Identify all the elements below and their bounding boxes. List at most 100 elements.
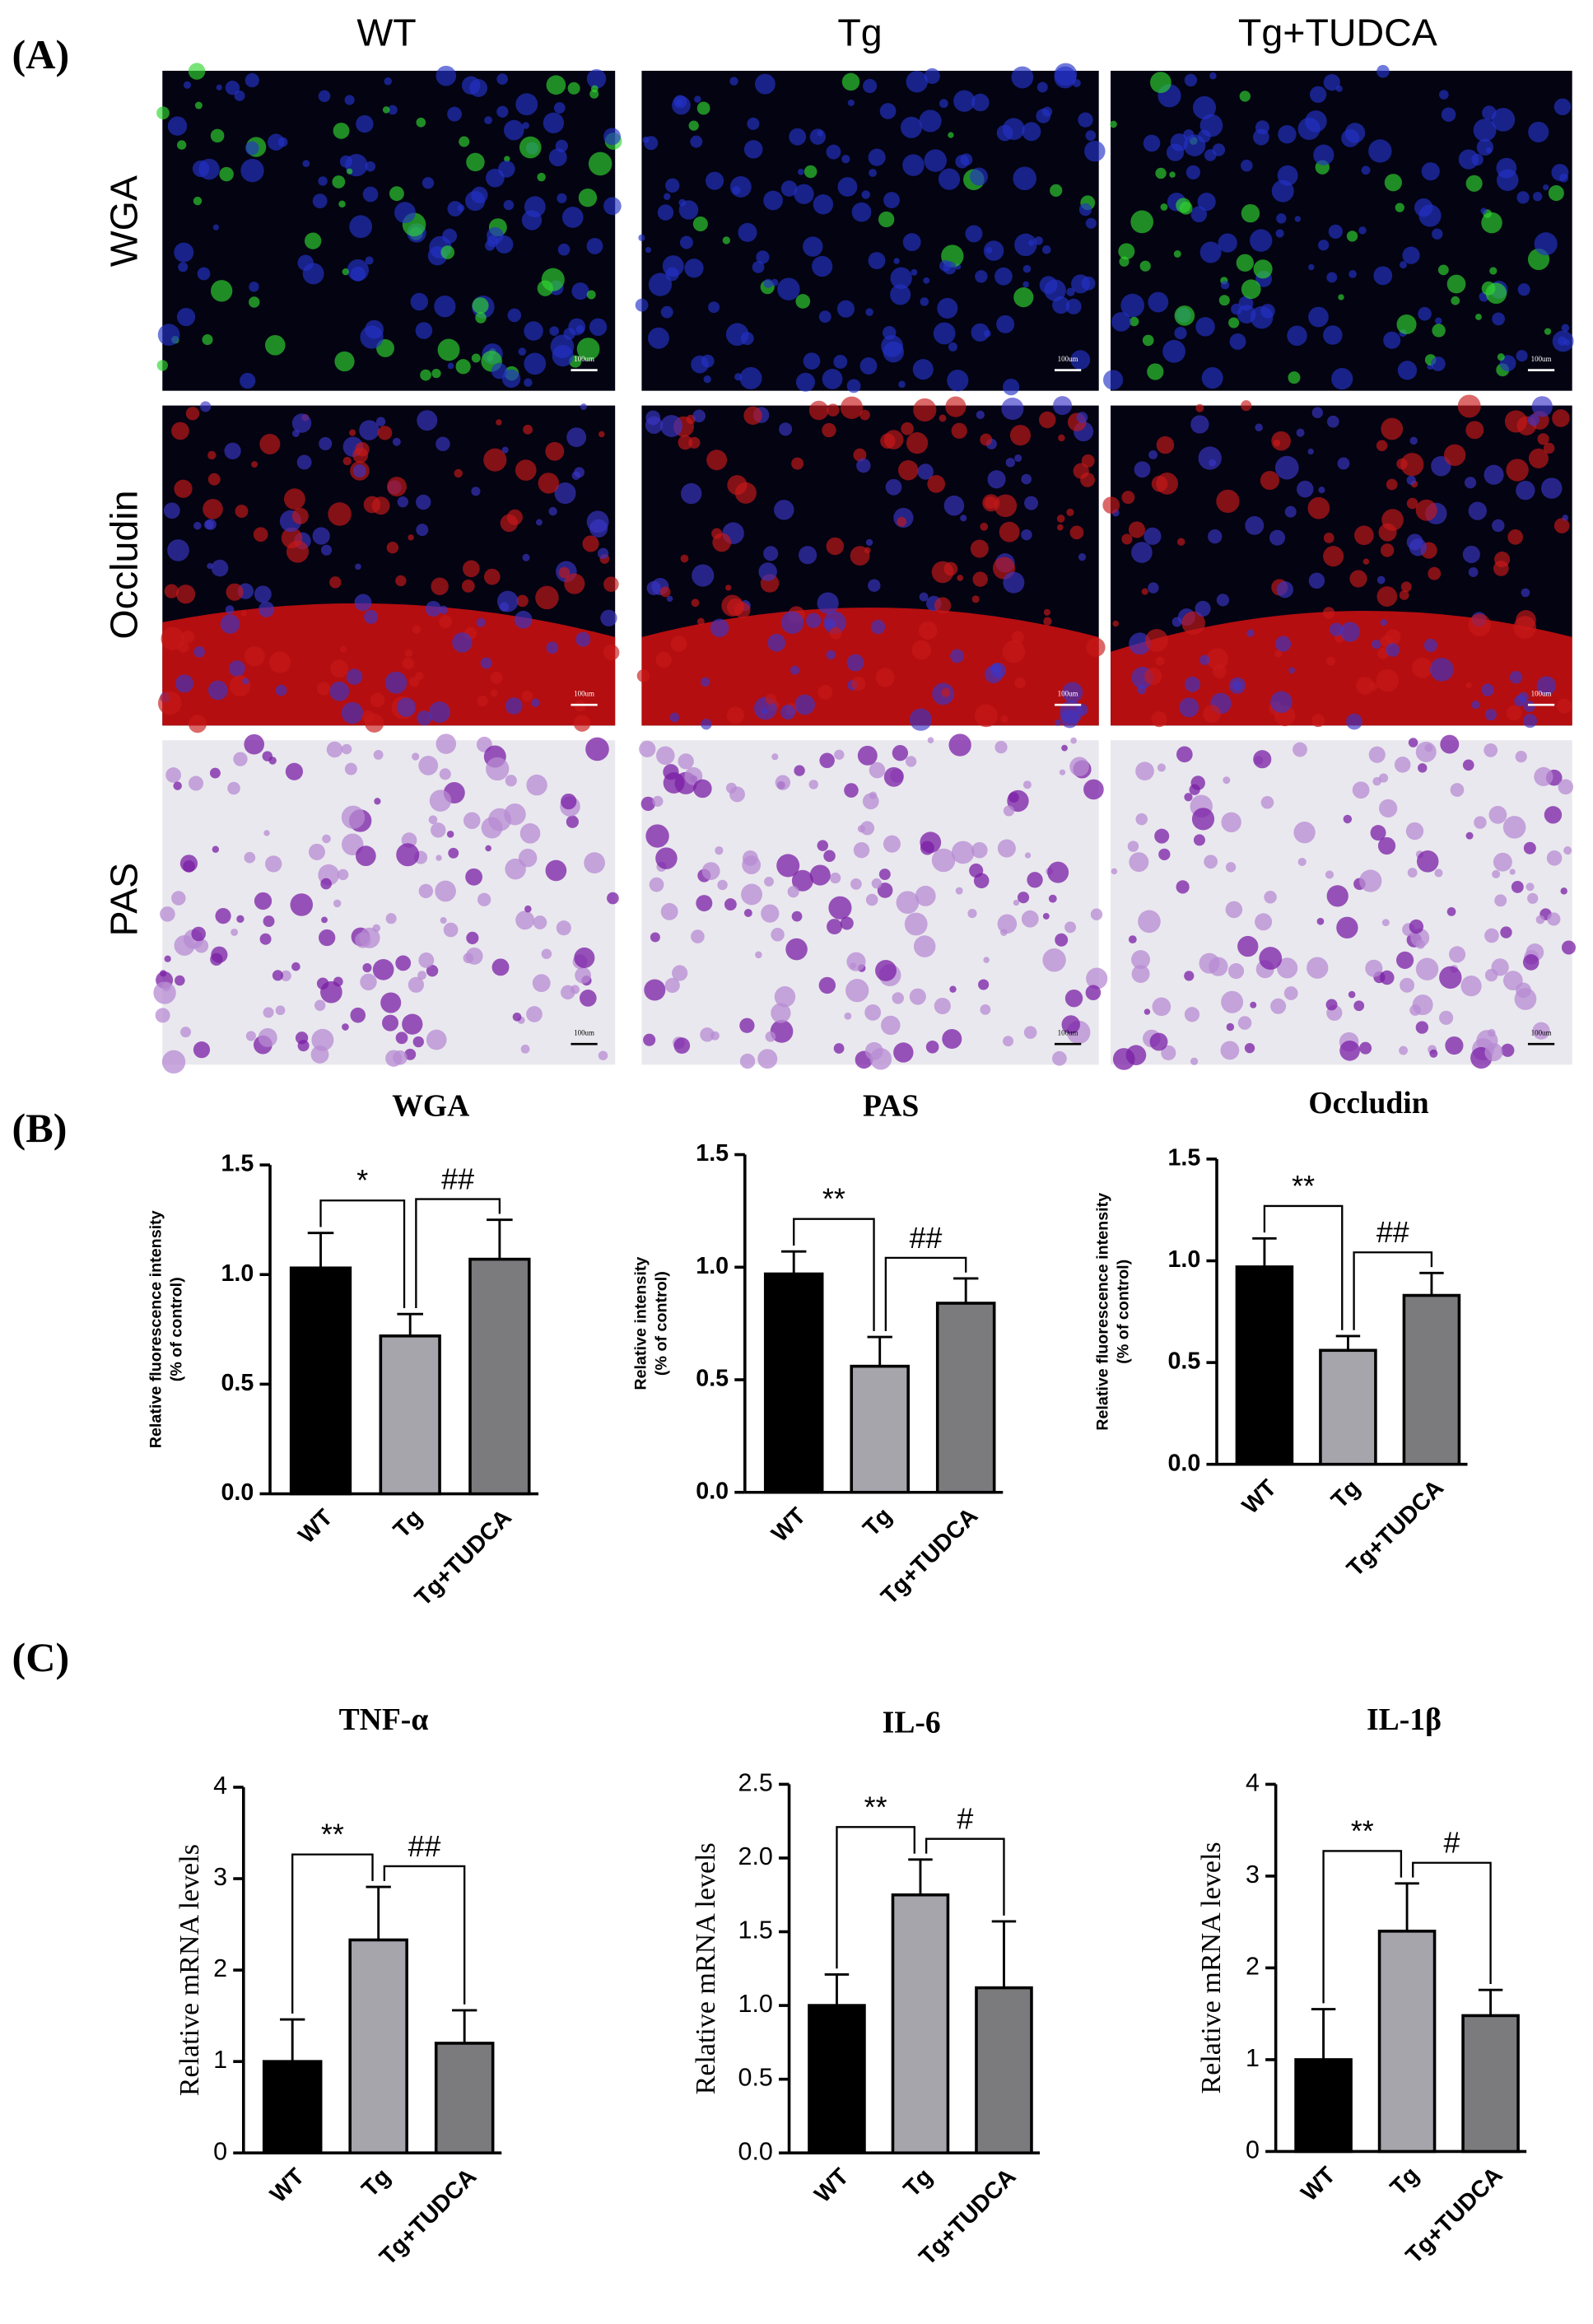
- tissue-texture: [678, 753, 694, 770]
- y-axis-label: (% of control): [167, 1277, 185, 1381]
- tissue-texture: [1276, 213, 1287, 224]
- significance-bracket: [415, 1198, 501, 1308]
- tissue-texture: [1203, 705, 1221, 723]
- tissue-texture: [1185, 165, 1201, 180]
- tissue-texture: [1297, 857, 1307, 867]
- tissue-texture: [249, 296, 260, 308]
- tissue-texture: [673, 95, 687, 109]
- tissue-texture: [645, 824, 669, 848]
- tissue-texture: [1485, 147, 1493, 154]
- tissue-texture: [275, 684, 287, 696]
- tissue-texture: [1260, 470, 1280, 491]
- tissue-texture: [1014, 233, 1037, 257]
- tissue-texture: [338, 200, 346, 208]
- tissue-texture: [1376, 575, 1386, 584]
- tissue-texture: [291, 413, 312, 433]
- tissue-texture: [761, 904, 780, 923]
- tissue-texture: [869, 169, 877, 177]
- tissue-texture: [524, 321, 543, 341]
- tissue-texture: [785, 938, 808, 961]
- tissue-texture: [1558, 779, 1574, 795]
- tissue-texture: [194, 101, 203, 109]
- tissue-texture: [1465, 421, 1484, 440]
- tissue-texture: [978, 979, 990, 990]
- tissue-texture: [1405, 822, 1424, 841]
- tissue-texture: [640, 796, 655, 812]
- tissue-texture: [1432, 324, 1446, 338]
- tissue-texture: [1198, 446, 1222, 470]
- tissue-texture: [911, 268, 918, 276]
- tissue-texture: [447, 201, 463, 217]
- tissue-texture: [1543, 184, 1549, 191]
- tissue-texture: [1488, 805, 1507, 824]
- y-tick-label: 0.5: [1167, 1348, 1200, 1375]
- tissue-texture: [897, 516, 907, 527]
- tissue-texture: [1365, 959, 1383, 977]
- micrograph: 100um: [157, 401, 620, 734]
- tissue-texture: [355, 442, 370, 457]
- scale-bar-label: 100um: [1058, 1029, 1078, 1037]
- tissue-texture: [319, 436, 333, 450]
- tissue-texture: [1414, 198, 1433, 217]
- tissue-texture: [1492, 519, 1505, 533]
- tissue-texture: [701, 862, 720, 880]
- tissue-texture: [344, 95, 355, 105]
- tissue-texture: [909, 988, 926, 1005]
- tissue-texture: [431, 822, 446, 838]
- tissue-texture: [1155, 656, 1165, 666]
- bar: [975, 1986, 1033, 2155]
- tissue-texture: [1359, 869, 1382, 892]
- tissue-texture: [1135, 813, 1148, 826]
- tissue-texture: [765, 1031, 776, 1042]
- tissue-texture: [857, 745, 878, 766]
- tissue-texture: [240, 158, 264, 183]
- tissue-texture: [1430, 657, 1454, 682]
- tissue-texture: [1356, 677, 1374, 695]
- tissue-texture: [688, 120, 699, 131]
- tissue-texture: [426, 964, 439, 977]
- tissue-texture: [757, 1049, 778, 1069]
- tissue-texture: [1326, 885, 1348, 907]
- tissue-texture: [418, 883, 434, 899]
- tissue-texture: [1148, 582, 1159, 594]
- scale-bar-label: 100um: [574, 355, 594, 363]
- tissue-texture: [360, 325, 384, 349]
- tissue-texture: [1523, 841, 1536, 855]
- tissue-texture: [856, 458, 871, 473]
- tissue-texture: [1218, 233, 1237, 253]
- tissue-texture: [1003, 805, 1015, 817]
- tissue-texture: [791, 911, 803, 922]
- y-tick-label: 1.0: [1167, 1246, 1200, 1273]
- tissue-texture: [933, 322, 956, 345]
- tissue-texture: [322, 834, 331, 844]
- tissue-texture: [681, 482, 702, 505]
- tissue-texture: [342, 1023, 349, 1031]
- tissue-texture: [1128, 521, 1145, 538]
- tissue-texture: [726, 706, 745, 724]
- tissue-texture: [833, 355, 848, 369]
- tissue-texture: [1515, 751, 1527, 763]
- x-tick-label: WT: [265, 2163, 310, 2208]
- tissue-texture: [1492, 312, 1506, 326]
- tissue-texture: [1525, 883, 1535, 892]
- tissue-texture: [1083, 779, 1104, 800]
- tissue-texture: [1514, 988, 1537, 1010]
- bar: [289, 1266, 352, 1496]
- x-tick-label: Tg: [899, 2163, 938, 2202]
- tissue-texture: [1131, 542, 1153, 563]
- tissue-texture: [1377, 836, 1396, 855]
- tissue-texture: [911, 640, 932, 660]
- tissue-texture: [955, 887, 963, 895]
- tissue-texture: [747, 117, 760, 130]
- tissue-texture: [691, 598, 700, 608]
- tissue-texture: [189, 775, 204, 791]
- tissue-texture: [885, 478, 902, 496]
- tissue-texture: [1408, 738, 1418, 747]
- tissue-texture: [1174, 326, 1187, 340]
- tissue-texture: [394, 202, 416, 224]
- tissue-texture: [452, 632, 473, 653]
- tissue-texture: [597, 547, 609, 559]
- tissue-texture: [471, 353, 481, 363]
- tissue-texture: [209, 767, 221, 779]
